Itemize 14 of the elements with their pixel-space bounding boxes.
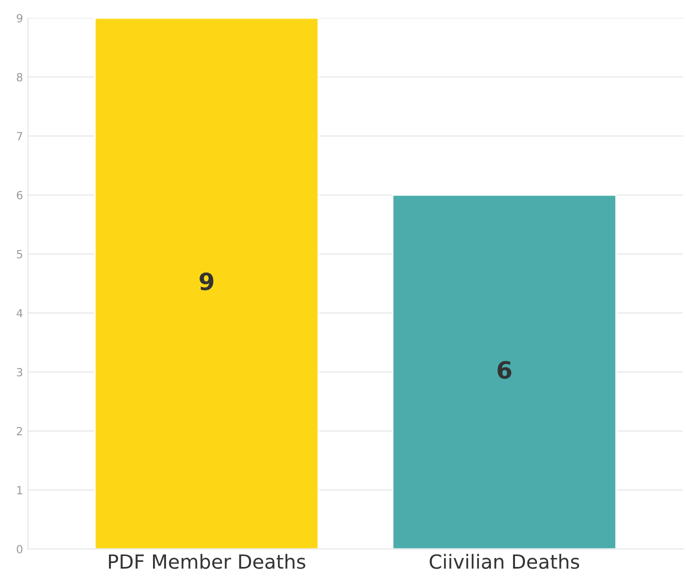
y-tick-label: 2: [16, 426, 22, 436]
y-tick-label: 0: [16, 544, 22, 554]
x-tick-label: PDF Member Deaths: [108, 554, 306, 569]
y-tick-label: 5: [16, 250, 22, 258]
y-tick-label: 9: [16, 14, 22, 22]
y-tick-label: 4: [16, 309, 23, 318]
data-label: 9: [200, 272, 214, 290]
y-tick-label: 6: [16, 190, 22, 200]
y-tick-label: 7: [16, 132, 22, 140]
x-tick-label: Ciivilian Deaths: [430, 554, 580, 569]
y-tick-label: 1: [17, 486, 22, 494]
data-label: 6: [498, 361, 512, 379]
y-tick-label: 3: [16, 368, 22, 376]
y-tick-label: 8: [16, 72, 22, 82]
